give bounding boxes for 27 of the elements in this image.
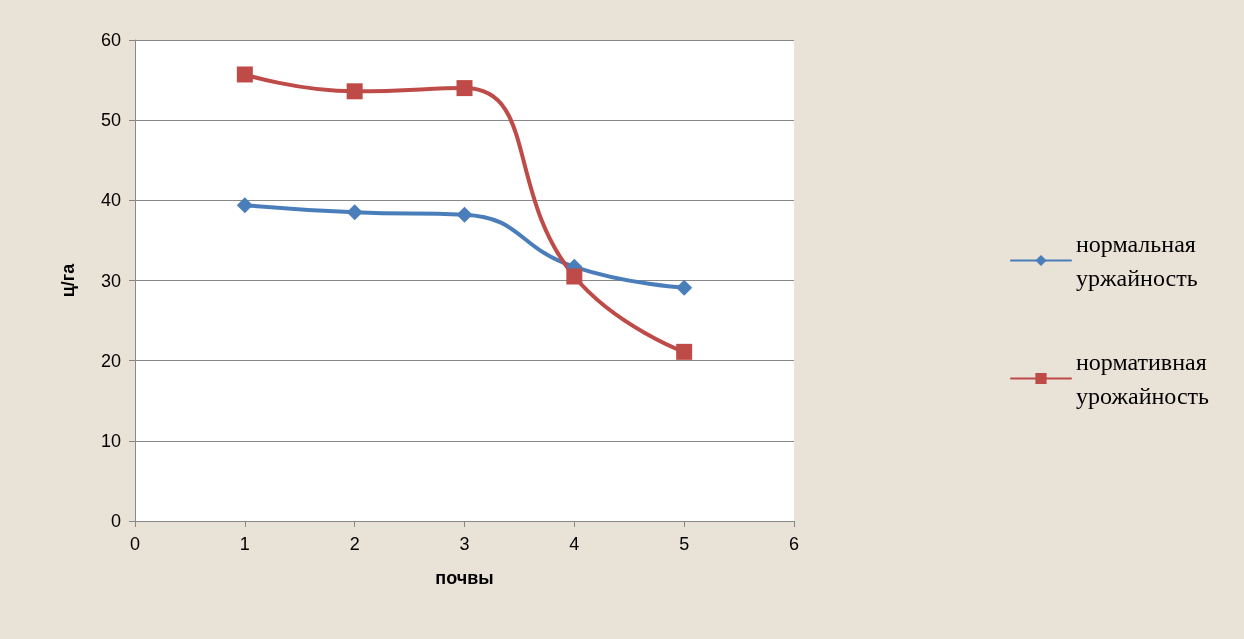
x-tick-label: 6: [788, 534, 800, 554]
y-tick-label: 20: [100, 350, 121, 371]
y-tick-label: 10: [100, 430, 121, 451]
y-tick-label: 30: [100, 270, 121, 291]
point: [236, 66, 253, 83]
x-axis-title: почвы: [435, 568, 494, 588]
x-tick-label: 0: [129, 534, 141, 554]
legend-label: нормативная урожайность: [1075, 348, 1210, 409]
point: [236, 197, 253, 214]
y-axis-title: ц/га: [58, 262, 78, 298]
legend-label: нормальная уржайность: [1075, 230, 1198, 291]
x-tick-label: 5: [679, 534, 690, 554]
y-tick-label: 50: [100, 110, 121, 131]
point: [676, 279, 693, 296]
y-tick-label: 60: [100, 30, 121, 50]
point: [676, 343, 693, 360]
point: [346, 83, 363, 100]
point: [346, 204, 363, 221]
y-tick-label: 40: [100, 190, 121, 211]
x-tick-label: 3: [459, 534, 470, 554]
x-tick-label: 4: [569, 534, 580, 554]
point: [456, 80, 473, 97]
x-tick-label: 1: [239, 534, 250, 554]
point: [456, 206, 473, 223]
y-tick-label: 0: [110, 511, 121, 531]
x-tick-label: 2: [349, 534, 360, 554]
point: [566, 268, 583, 285]
